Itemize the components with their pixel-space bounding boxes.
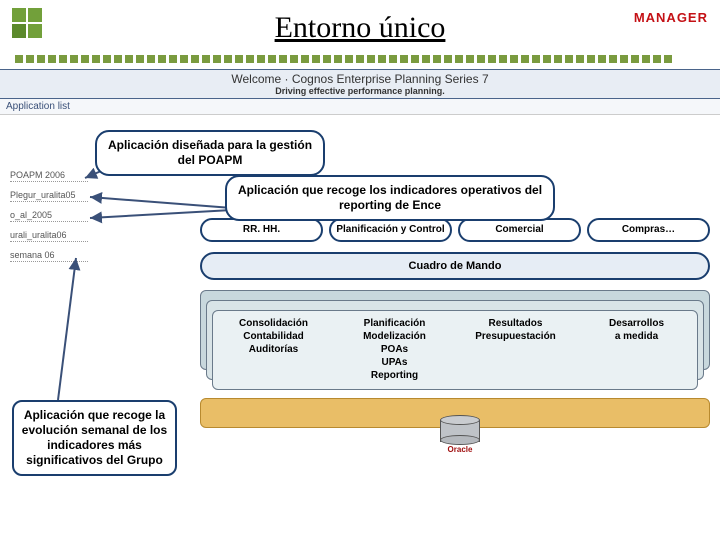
welcome-text: Welcome · Cognos Enterprise Planning Ser… (0, 72, 720, 86)
db-label: Oracle (440, 445, 480, 454)
col-desarrollos: Desarrollosa medida (576, 311, 697, 389)
layer-front: ConsolidaciónContabilidadAuditorías Plan… (212, 310, 698, 390)
tagline-text: Driving effective performance planning. (0, 86, 720, 96)
app-link[interactable]: semana 06 (10, 250, 88, 262)
callout-semanal: Aplicación que recoge la evolución seman… (12, 400, 177, 476)
header: Entorno único MANAGER (0, 0, 720, 55)
callout-indicadores: Aplicación que recoge los indicadores op… (225, 175, 555, 221)
app-link[interactable]: urali_uralita06 (10, 230, 88, 242)
database-icon: Oracle (440, 415, 480, 445)
cuadro-mando: Cuadro de Mando (200, 252, 710, 280)
app-link[interactable]: POAPM 2006 (10, 170, 88, 182)
pill-compras: Compras… (587, 218, 710, 242)
col-resultados: ResultadosPresupuestación (455, 311, 576, 389)
col-planificacion: PlanificaciónModelizaciónPOAsUPAsReporti… (334, 311, 455, 389)
manager-logo: MANAGER (634, 10, 708, 25)
architecture-diagram: RR. HH. Planificación y Control Comercia… (200, 218, 710, 528)
col-consolidacion: ConsolidaciónContabilidadAuditorías (213, 311, 334, 389)
layers: ConsolidaciónContabilidadAuditorías Plan… (200, 290, 710, 430)
top-pills-row: RR. HH. Planificación y Control Comercia… (200, 218, 710, 242)
pill-rrhh: RR. HH. (200, 218, 323, 242)
ence-logo (12, 8, 48, 47)
callout-poapm: Aplicación diseñada para la gestión del … (95, 130, 325, 176)
app-link[interactable]: Plegur_uralita05 (10, 190, 88, 202)
app-link[interactable]: o_al_2005 (10, 210, 88, 222)
cognos-banner: Welcome · Cognos Enterprise Planning Ser… (0, 69, 720, 99)
pill-comercial: Comercial (458, 218, 581, 242)
pill-planificacion: Planificación y Control (329, 218, 452, 242)
page-title: Entorno único (12, 11, 708, 45)
dotted-separator (15, 55, 705, 63)
app-list-label: Application list (0, 99, 720, 115)
application-list: POAPM 2006 Plegur_uralita05 o_al_2005 ur… (10, 170, 88, 270)
